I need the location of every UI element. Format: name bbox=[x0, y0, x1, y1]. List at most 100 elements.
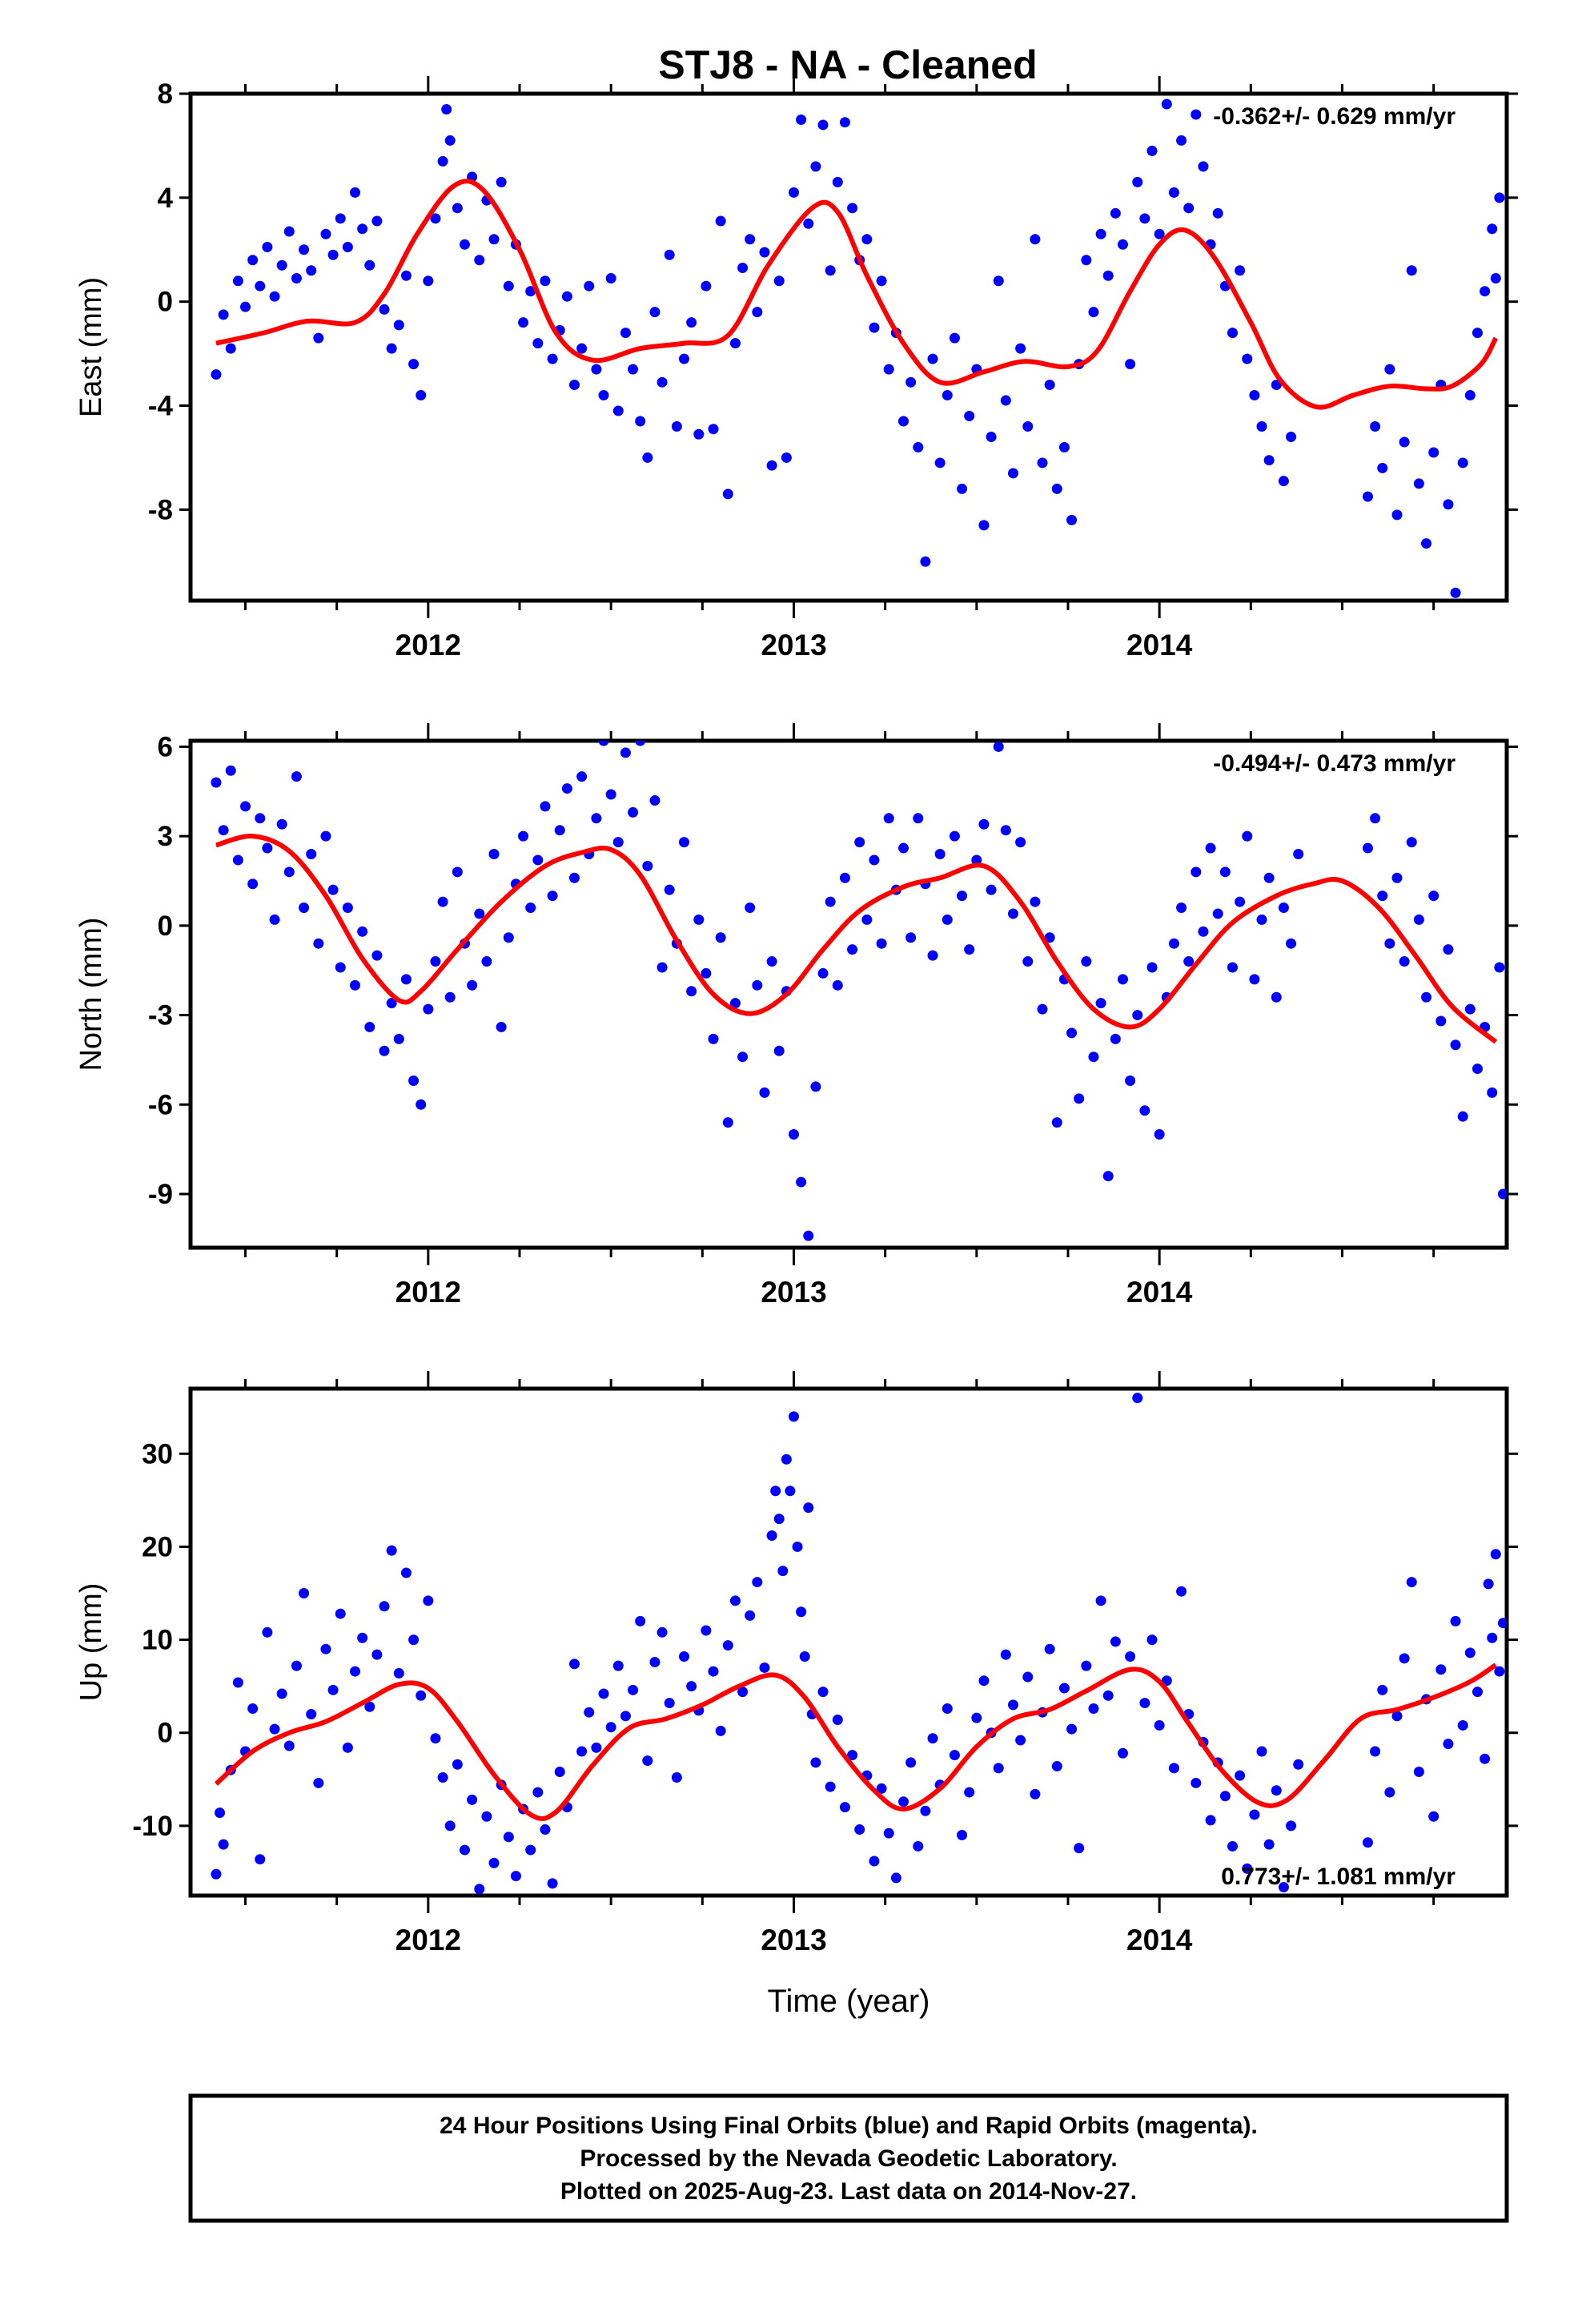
up-data-point bbox=[722, 1640, 733, 1651]
north-data-point bbox=[306, 848, 317, 859]
up-data-point bbox=[525, 1844, 536, 1856]
north-data-point bbox=[1110, 1033, 1121, 1044]
up-data-point bbox=[1497, 1618, 1507, 1629]
up-data-point bbox=[620, 1711, 631, 1722]
north-data-point bbox=[1037, 1003, 1048, 1015]
up-velocity-annotation: 0.773+/- 1.081 mm/yr bbox=[1221, 1864, 1456, 1890]
north-data-point bbox=[430, 956, 441, 967]
east-data-point bbox=[810, 161, 821, 172]
footer-line-3: Plotted on 2025-Aug-23. Last data on 201… bbox=[560, 2178, 1137, 2205]
north-data-point bbox=[1413, 914, 1424, 925]
east-ytick-label: -4 bbox=[148, 391, 174, 422]
north-data-point bbox=[1168, 938, 1179, 949]
up-data-point bbox=[847, 1750, 858, 1761]
east-data-point bbox=[612, 405, 624, 416]
east-data-point bbox=[437, 155, 448, 167]
east-data-point bbox=[408, 359, 420, 370]
east-data-point bbox=[620, 328, 631, 339]
north-data-point bbox=[299, 903, 310, 914]
up-data-point bbox=[799, 1651, 810, 1663]
up-data-point bbox=[913, 1840, 924, 1852]
up-data-point bbox=[1487, 1632, 1498, 1643]
up-data-point bbox=[350, 1666, 360, 1677]
north-data-point bbox=[1102, 1171, 1114, 1182]
east-data-point bbox=[1490, 272, 1501, 283]
north-data-point bbox=[1362, 842, 1373, 854]
east-data-point bbox=[649, 307, 661, 318]
east-ytick-label: 8 bbox=[158, 78, 173, 110]
east-data-point bbox=[964, 411, 975, 422]
east-data-point bbox=[503, 280, 514, 292]
east-data-point bbox=[656, 376, 668, 388]
east-data-point bbox=[993, 275, 1004, 287]
north-data-point bbox=[1051, 1117, 1062, 1128]
east-data-point bbox=[898, 416, 909, 427]
up-data-point bbox=[905, 1757, 917, 1768]
up-data-point bbox=[1406, 1577, 1417, 1588]
east-data-point bbox=[1044, 380, 1055, 391]
east-data-point bbox=[722, 489, 733, 500]
north-data-point bbox=[1125, 1075, 1136, 1086]
east-data-point bbox=[525, 286, 536, 297]
north-data-point bbox=[1421, 991, 1432, 1003]
up-data-point bbox=[1490, 1549, 1501, 1560]
up-data-point bbox=[612, 1660, 624, 1671]
north-data-point bbox=[876, 938, 887, 949]
up-data-point bbox=[306, 1709, 317, 1720]
up-data-point bbox=[1391, 1711, 1403, 1722]
north-data-point bbox=[1235, 896, 1246, 907]
north-data-point bbox=[759, 1087, 770, 1098]
east-data-point bbox=[773, 275, 785, 287]
north-data-point bbox=[722, 1117, 733, 1128]
east-data-layer bbox=[211, 99, 1505, 598]
up-data-point bbox=[408, 1634, 420, 1646]
up-data-point bbox=[803, 1502, 814, 1514]
east-data-point bbox=[789, 187, 799, 198]
north-data-point bbox=[255, 813, 266, 824]
up-data-point bbox=[1132, 1393, 1143, 1404]
north-data-point bbox=[335, 962, 346, 973]
east-data-point bbox=[883, 364, 894, 375]
east-data-point bbox=[240, 301, 251, 312]
east-data-point bbox=[1088, 307, 1099, 318]
north-data-point bbox=[232, 854, 243, 866]
north-data-point bbox=[679, 837, 689, 848]
east-data-point bbox=[306, 265, 317, 276]
north-data-point bbox=[400, 974, 412, 985]
up-data-point bbox=[773, 1514, 785, 1525]
east-data-point bbox=[540, 275, 551, 287]
east-data-point bbox=[1399, 436, 1410, 448]
north-data-point bbox=[1219, 866, 1231, 878]
up-data-point bbox=[276, 1688, 287, 1699]
up-data-point bbox=[752, 1577, 763, 1588]
east-data-point bbox=[978, 520, 990, 531]
up-data-point bbox=[745, 1610, 756, 1621]
north-data-point bbox=[218, 825, 229, 836]
east-data-point bbox=[679, 353, 689, 364]
north-data-point bbox=[1464, 1003, 1476, 1015]
up-data-point bbox=[232, 1677, 243, 1688]
north-data-point bbox=[1066, 1027, 1078, 1039]
up-data-point bbox=[635, 1615, 646, 1626]
up-data-point bbox=[423, 1595, 434, 1606]
up-data-point bbox=[460, 1844, 470, 1856]
footer-border bbox=[188, 2093, 1509, 2223]
up-data-point bbox=[510, 1871, 521, 1882]
north-data-point bbox=[283, 866, 295, 878]
east-data-point bbox=[671, 421, 682, 432]
up-data-point bbox=[379, 1601, 390, 1612]
up-data-point bbox=[444, 1820, 456, 1831]
north-data-point bbox=[1095, 998, 1106, 1009]
east-data-point bbox=[708, 424, 719, 435]
north-data-point bbox=[576, 771, 588, 782]
east-data-point bbox=[1464, 390, 1476, 401]
up-data-point bbox=[854, 1824, 865, 1835]
up-data-point bbox=[1146, 1634, 1158, 1646]
up-data-point bbox=[869, 1856, 880, 1867]
up-data-point bbox=[540, 1824, 551, 1835]
up-data-point bbox=[1242, 1863, 1253, 1874]
east-data-point bbox=[364, 259, 375, 271]
east-velocity-annotation: -0.362+/- 0.629 mm/yr bbox=[1213, 103, 1456, 130]
up-data-point bbox=[591, 1742, 602, 1753]
east-data-point bbox=[488, 234, 500, 245]
